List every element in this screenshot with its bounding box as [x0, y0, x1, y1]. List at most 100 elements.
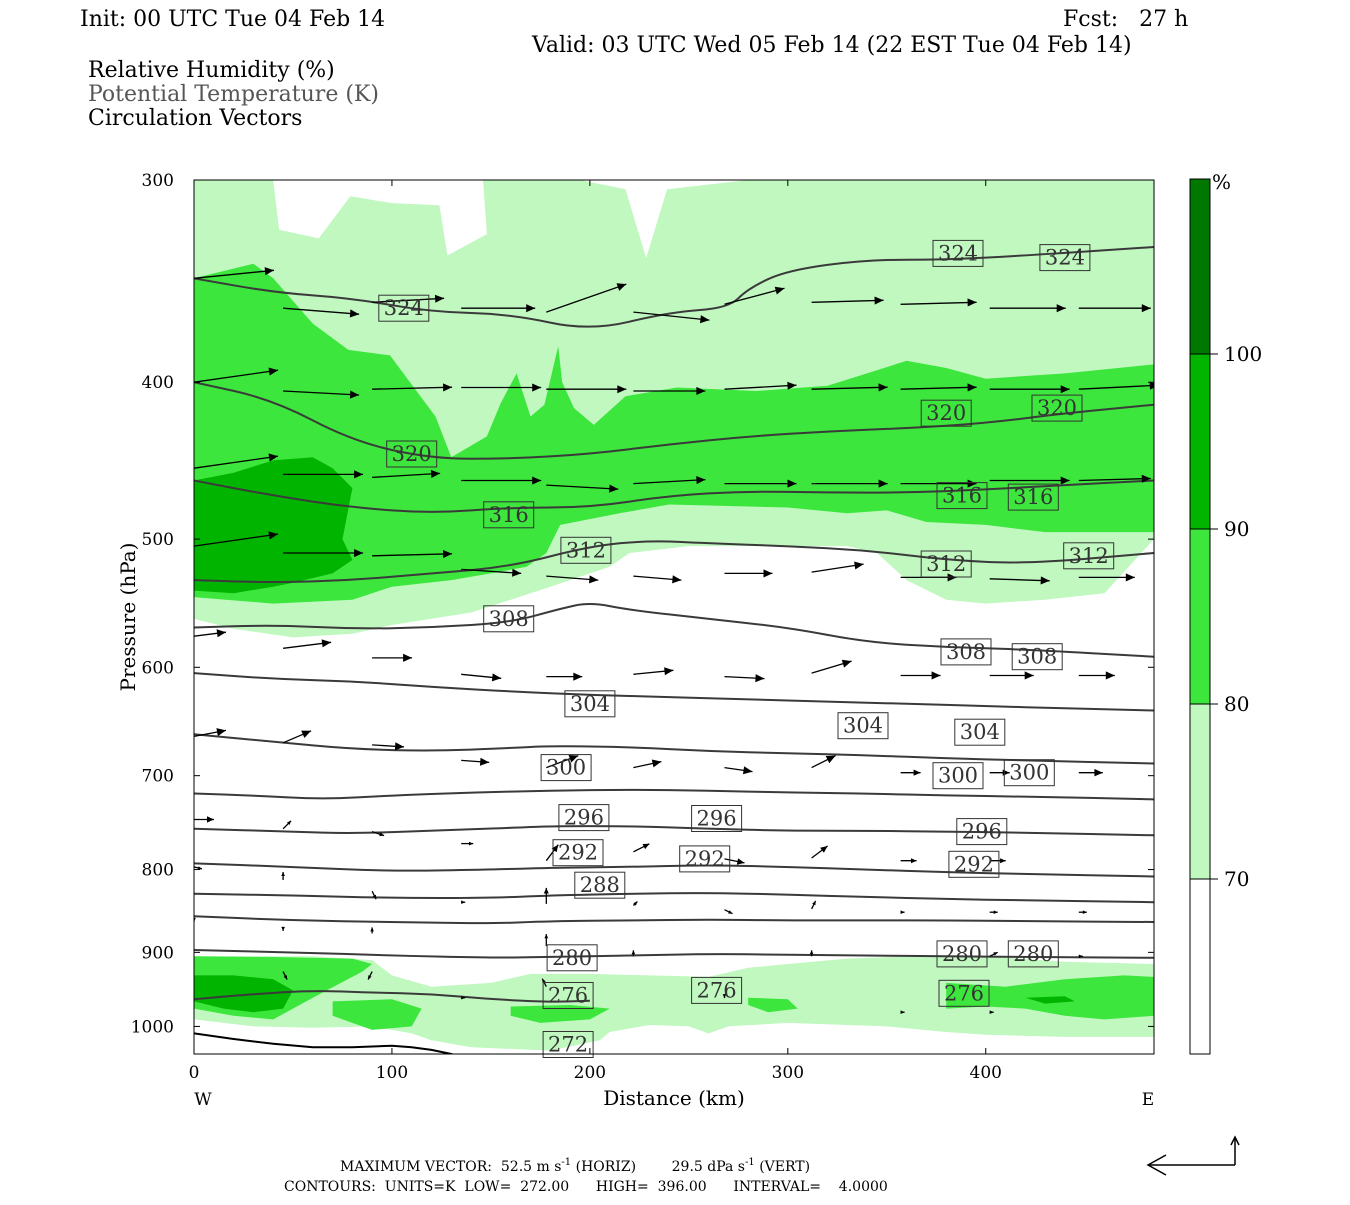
circulation-vector — [1078, 671, 1115, 680]
theta-label-text: 320 — [1037, 396, 1077, 420]
circulation-vector — [900, 858, 917, 864]
theta-label-text: 296 — [962, 820, 1002, 844]
circulation-vector — [989, 910, 998, 914]
colorbar-swatch — [1189, 528, 1211, 705]
theta-label-text: 296 — [564, 806, 604, 830]
circulation-vector — [461, 568, 522, 577]
theta-label-text: 308 — [489, 607, 529, 631]
circulation-vector — [281, 872, 285, 880]
init-time: Init: 00 UTC Tue 04 Feb 14 — [80, 7, 385, 32]
west-label: W — [194, 1090, 212, 1110]
colorbar-label: 90 — [1224, 517, 1249, 541]
circulation-vector — [989, 385, 1070, 394]
circulation-vector — [1078, 381, 1154, 390]
y-tick-label: 800 — [142, 861, 174, 881]
terrain — [194, 1032, 455, 1054]
theta-label: 276 — [542, 982, 594, 1009]
circulation-vector — [194, 267, 275, 279]
theta-label-text: 312 — [1069, 544, 1109, 568]
circulation-vector — [989, 1010, 994, 1014]
theta-label: 280 — [1007, 940, 1059, 968]
circulation-vector — [461, 757, 490, 766]
circulation-vector — [633, 386, 706, 395]
circulation-vector — [724, 286, 785, 305]
circulation-vector — [724, 766, 753, 775]
theta-label-text: 312 — [926, 552, 966, 576]
theta-contour-300 — [194, 733, 1154, 765]
circulation-vector — [724, 381, 797, 390]
circulation-vector — [461, 304, 536, 313]
theta-label-text: 308 — [946, 640, 986, 664]
circulation-vector — [722, 994, 727, 999]
theta-label-text: 316 — [942, 484, 982, 508]
circulation-vector — [461, 383, 542, 392]
circulation-vector — [900, 769, 921, 776]
theta-label-text: 312 — [566, 538, 606, 562]
theta-label: 280 — [546, 944, 598, 972]
theta-label-text: 288 — [580, 873, 620, 897]
circulation-vector — [372, 383, 453, 392]
circulation-vector — [367, 971, 373, 980]
theta-label: 316 — [483, 501, 535, 529]
east-label: E — [1142, 1090, 1154, 1110]
circulation-vector — [546, 385, 627, 394]
theta-label: 316 — [936, 482, 988, 510]
legend-circulation-vectors: Circulation Vectors — [88, 106, 302, 131]
circulation-vector — [283, 470, 364, 479]
theta-label-text: 280 — [552, 946, 592, 970]
theta-label-text: 272 — [548, 1033, 588, 1057]
theta-label: 316 — [1007, 483, 1059, 511]
colorbar-label: 100 — [1224, 342, 1262, 366]
circulation-vector — [545, 844, 559, 862]
theta-label-text: 276 — [944, 981, 984, 1005]
circulation-vector — [372, 469, 441, 479]
theta-label: 276 — [938, 979, 990, 1007]
circulation-vector — [989, 671, 1034, 680]
circulation-vector — [989, 858, 1006, 864]
circulation-vector — [900, 910, 905, 914]
circulation-vector — [461, 900, 466, 904]
circulation-vector — [811, 845, 828, 859]
circulation-vector — [1078, 954, 1083, 959]
circulation-vector — [900, 1010, 905, 1014]
contour-info: CONTOURS: UNITS=K LOW= 272.00 HIGH= 396.… — [284, 1179, 888, 1195]
theta-label-text: 316 — [489, 503, 529, 527]
x-tick-label: 400 — [970, 1063, 1002, 1083]
circulation-vector — [461, 995, 466, 1000]
circulation-vector — [900, 479, 977, 488]
circulation-vector — [372, 550, 453, 559]
theta-label: 300 — [1003, 759, 1055, 787]
plot-frame — [193, 179, 1155, 1055]
humidity-region-80 — [748, 997, 798, 1013]
circulation-vector — [283, 390, 360, 399]
circulation-vector — [543, 887, 549, 904]
theta-contour-288 — [194, 862, 1154, 878]
circulation-vector — [461, 673, 502, 682]
theta-label: 296 — [558, 804, 610, 832]
theta-label-text: 304 — [960, 720, 1000, 744]
circulation-vector — [194, 816, 214, 823]
colorbar-label: 70 — [1224, 867, 1249, 891]
circulation-vector — [194, 453, 279, 469]
x-tick-label: 100 — [376, 1063, 408, 1083]
x-tick-label: 300 — [772, 1063, 804, 1083]
y-tick-label: 900 — [142, 943, 174, 963]
theta-label-text: 300 — [938, 764, 978, 788]
terrain-line — [194, 1032, 455, 1054]
circulation-vector — [283, 639, 332, 649]
theta-label-text: 324 — [384, 296, 424, 320]
circulation-vector — [633, 843, 650, 853]
circulation-vector — [461, 841, 474, 846]
theta-contour-280 — [194, 915, 1154, 925]
circulation-vector — [194, 367, 279, 383]
theta-contour-labels: 324 324 324 320 320 320 316 316 316 312 312 312 308 3… — [378, 239, 1115, 1058]
x-axis-label: Distance (km) — [603, 1086, 745, 1110]
theta-contour-284 — [194, 892, 1154, 904]
theta-label: 312 — [1063, 542, 1115, 570]
circulation-vector — [282, 820, 292, 830]
circulation-vector — [811, 755, 836, 769]
circulation-vector — [811, 383, 888, 392]
theta-contour-308 — [194, 603, 1154, 658]
circulation-vector — [371, 890, 377, 900]
theta-contours — [194, 246, 1154, 1003]
